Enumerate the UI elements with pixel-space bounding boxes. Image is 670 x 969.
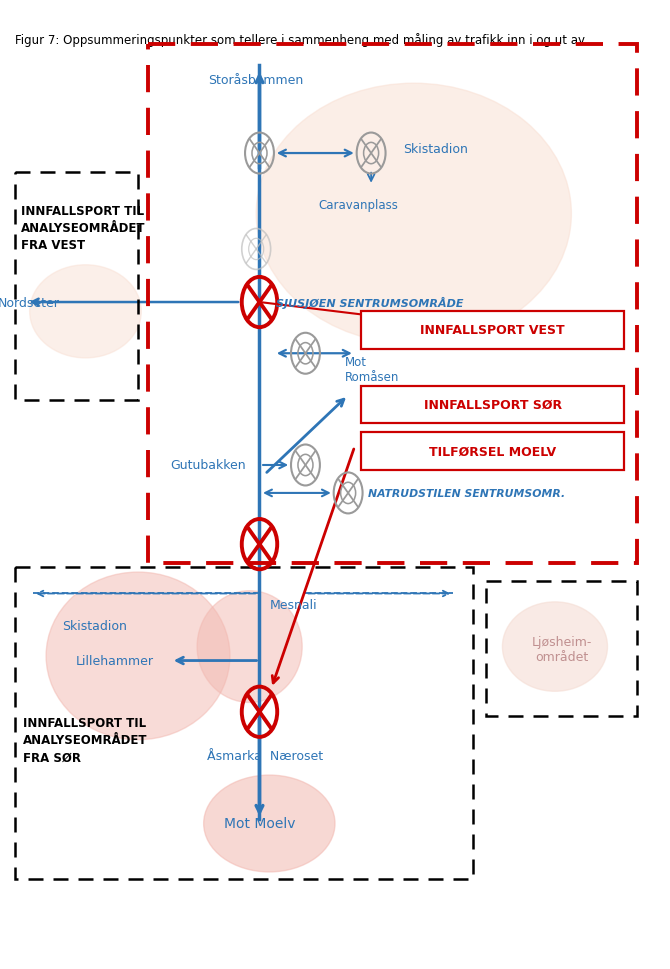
Text: INNFALLSPORT TIL
ANALYSEOMRÅDET
FRA VEST: INNFALLSPORT TIL ANALYSEOMRÅDET FRA VEST bbox=[21, 205, 145, 252]
Ellipse shape bbox=[256, 84, 572, 345]
Text: INNFALLSPORT SØR: INNFALLSPORT SØR bbox=[423, 398, 561, 412]
Text: Nordseter: Nordseter bbox=[0, 297, 59, 309]
Bar bbox=[361, 433, 624, 470]
Bar bbox=[361, 387, 624, 423]
Text: Storåsbommen: Storåsbommen bbox=[208, 74, 304, 87]
Ellipse shape bbox=[204, 775, 335, 872]
Text: Caravanplass: Caravanplass bbox=[318, 199, 398, 211]
Text: Mesnali: Mesnali bbox=[269, 599, 317, 611]
Bar bbox=[361, 312, 624, 349]
Text: Skistadion: Skistadion bbox=[403, 142, 468, 156]
Text: INNFALLSPORT TIL
ANALYSEOMRÅDET
FRA SØR: INNFALLSPORT TIL ANALYSEOMRÅDET FRA SØR bbox=[23, 717, 147, 764]
Text: Lillehammer: Lillehammer bbox=[76, 654, 153, 668]
Text: Mot Moelv: Mot Moelv bbox=[224, 817, 295, 830]
Ellipse shape bbox=[197, 591, 302, 703]
Text: Ljøsheim-
området: Ljøsheim- området bbox=[531, 636, 592, 663]
Bar bbox=[15, 172, 138, 400]
Bar bbox=[486, 581, 637, 717]
Text: Mot
Romåsen: Mot Romåsen bbox=[345, 356, 399, 384]
Bar bbox=[148, 45, 637, 563]
Text: Åsmarka  Næroset: Åsmarka Næroset bbox=[206, 749, 323, 763]
Ellipse shape bbox=[46, 573, 230, 740]
Text: NATRUDSTILEN SENTRUMSOMR.: NATRUDSTILEN SENTRUMSOMR. bbox=[368, 488, 565, 498]
Ellipse shape bbox=[502, 603, 608, 692]
Text: Skistadion: Skistadion bbox=[62, 619, 127, 632]
Text: SJUSJØEN SENTRUMSOMRÅDE: SJUSJØEN SENTRUMSOMRÅDE bbox=[276, 297, 464, 309]
Text: TILFØRSEL MOELV: TILFØRSEL MOELV bbox=[429, 445, 556, 458]
Text: Gutubakken: Gutubakken bbox=[171, 459, 247, 472]
Ellipse shape bbox=[29, 266, 141, 359]
Text: Figur 7: Oppsummeringspunkter som tellere i sammenheng med måling av trafikk inn: Figur 7: Oppsummeringspunkter som teller… bbox=[15, 33, 585, 47]
Bar bbox=[15, 568, 473, 880]
Text: INNFALLSPORT VEST: INNFALLSPORT VEST bbox=[420, 324, 565, 337]
